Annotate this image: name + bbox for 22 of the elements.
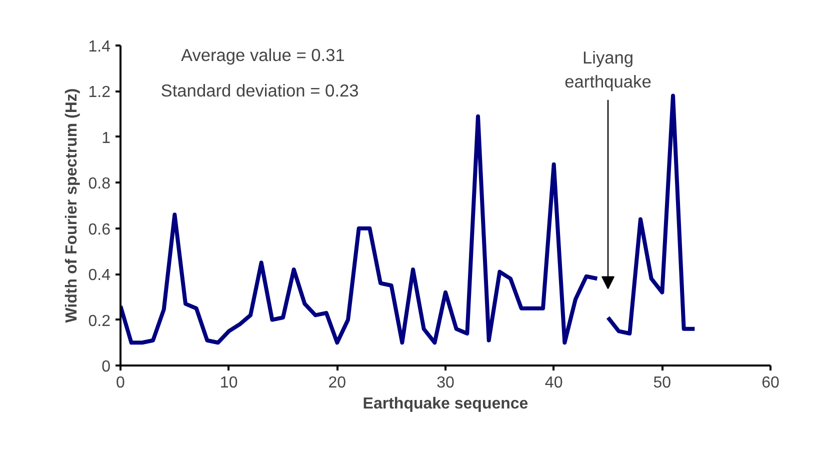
line-series — [120, 114, 600, 345]
annotation: Average value = 0.31 — [180, 45, 345, 66]
x-tick-label: 20 — [328, 374, 346, 392]
annotation: Liyang earthquake — [564, 48, 652, 92]
x-tick-label: 60 — [762, 374, 780, 392]
annotation: Standard deviation = 0.23 — [160, 80, 359, 100]
x-axis-title: Earthquake sequence — [362, 396, 528, 412]
x-tick-label: 10 — [220, 374, 238, 392]
y-tick-label: 0.4 — [88, 267, 111, 284]
x-tick-label: 40 — [544, 374, 563, 392]
y-tick-label: 1 — [102, 130, 111, 147]
y-axis-title: Width of Fourier spectrum (Hz) — [63, 88, 80, 323]
y-tick-label: 0.6 — [88, 221, 111, 238]
line-series — [606, 94, 697, 336]
y-tick-label: 0.8 — [88, 176, 111, 193]
x-tick-label: 0 — [116, 374, 126, 392]
y-tick-label: 0.2 — [88, 312, 111, 330]
y-tick-label: 1.2 — [88, 84, 111, 102]
x-tick-label: 50 — [653, 374, 672, 392]
y-tick-label: 1.4 — [88, 38, 111, 56]
y-tick-label: 0 — [102, 358, 111, 376]
x-tick-label: 30 — [436, 374, 454, 392]
